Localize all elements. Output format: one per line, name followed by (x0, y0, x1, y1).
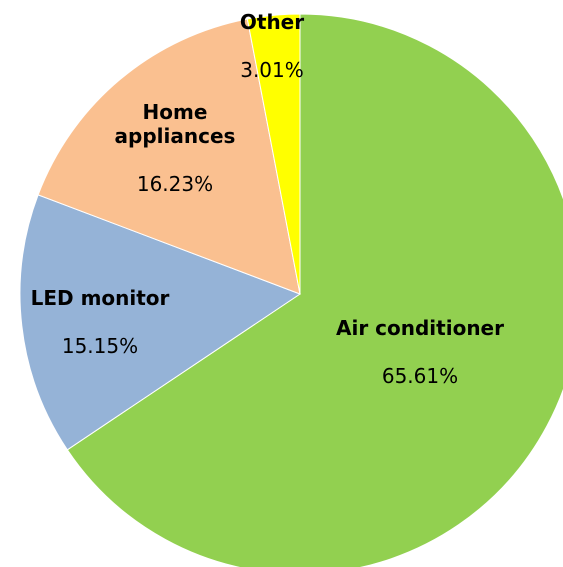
slice-label: Air conditioner 65.61% (310, 316, 530, 388)
category-label: Other (239, 10, 305, 34)
value-label: 15.15% (61, 334, 139, 358)
slice-label: Other 3.01% (222, 10, 322, 82)
pie-slice (19, 194, 302, 451)
pie-slice (37, 18, 301, 295)
category-label: LED monitor (30, 286, 170, 310)
category-label: Air conditioner (336, 316, 504, 340)
value-label: 16.23% (136, 172, 214, 196)
value-label: 65.61% (381, 364, 459, 388)
slice-label: Home appliances 16.23% (110, 100, 240, 196)
category-label: Home appliances (114, 100, 236, 148)
value-label: 3.01% (240, 58, 304, 82)
pie-slice (246, 13, 301, 295)
slice-label: LED monitor 15.15% (15, 286, 185, 358)
pie-slice (66, 13, 563, 567)
